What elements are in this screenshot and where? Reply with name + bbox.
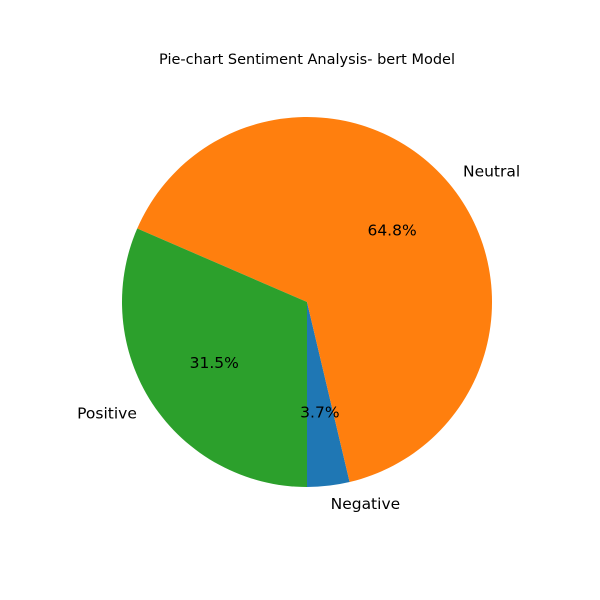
slice-label-neutral: Neutral — [463, 162, 520, 180]
pct-label-negative: 3.7% — [300, 403, 339, 421]
pct-label-positive: 31.5% — [190, 354, 239, 372]
pie-slice-neutral — [137, 116, 493, 483]
slice-label-negative: Negative — [331, 495, 401, 513]
pie-slices — [122, 116, 493, 487]
slice-label-positive: Positive — [77, 405, 137, 423]
pie-slice-negative — [307, 302, 350, 487]
chart-title: Pie-chart Sentiment Analysis- bert Model — [159, 52, 455, 68]
pie-slice-positive — [122, 228, 308, 487]
pct-label-neutral: 64.8% — [367, 222, 416, 240]
pie-labels: 3.7% Negative 64.8% Neutral 31.5% Positive — [77, 162, 520, 513]
